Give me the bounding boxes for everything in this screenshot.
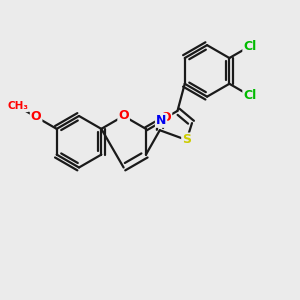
Text: O: O [118, 110, 129, 122]
Text: CH₃: CH₃ [7, 101, 28, 111]
Text: O: O [160, 111, 171, 124]
Text: Cl: Cl [243, 40, 256, 52]
Text: Cl: Cl [243, 89, 256, 102]
Text: N: N [156, 114, 166, 127]
Text: O: O [31, 110, 41, 124]
Text: S: S [182, 134, 191, 146]
